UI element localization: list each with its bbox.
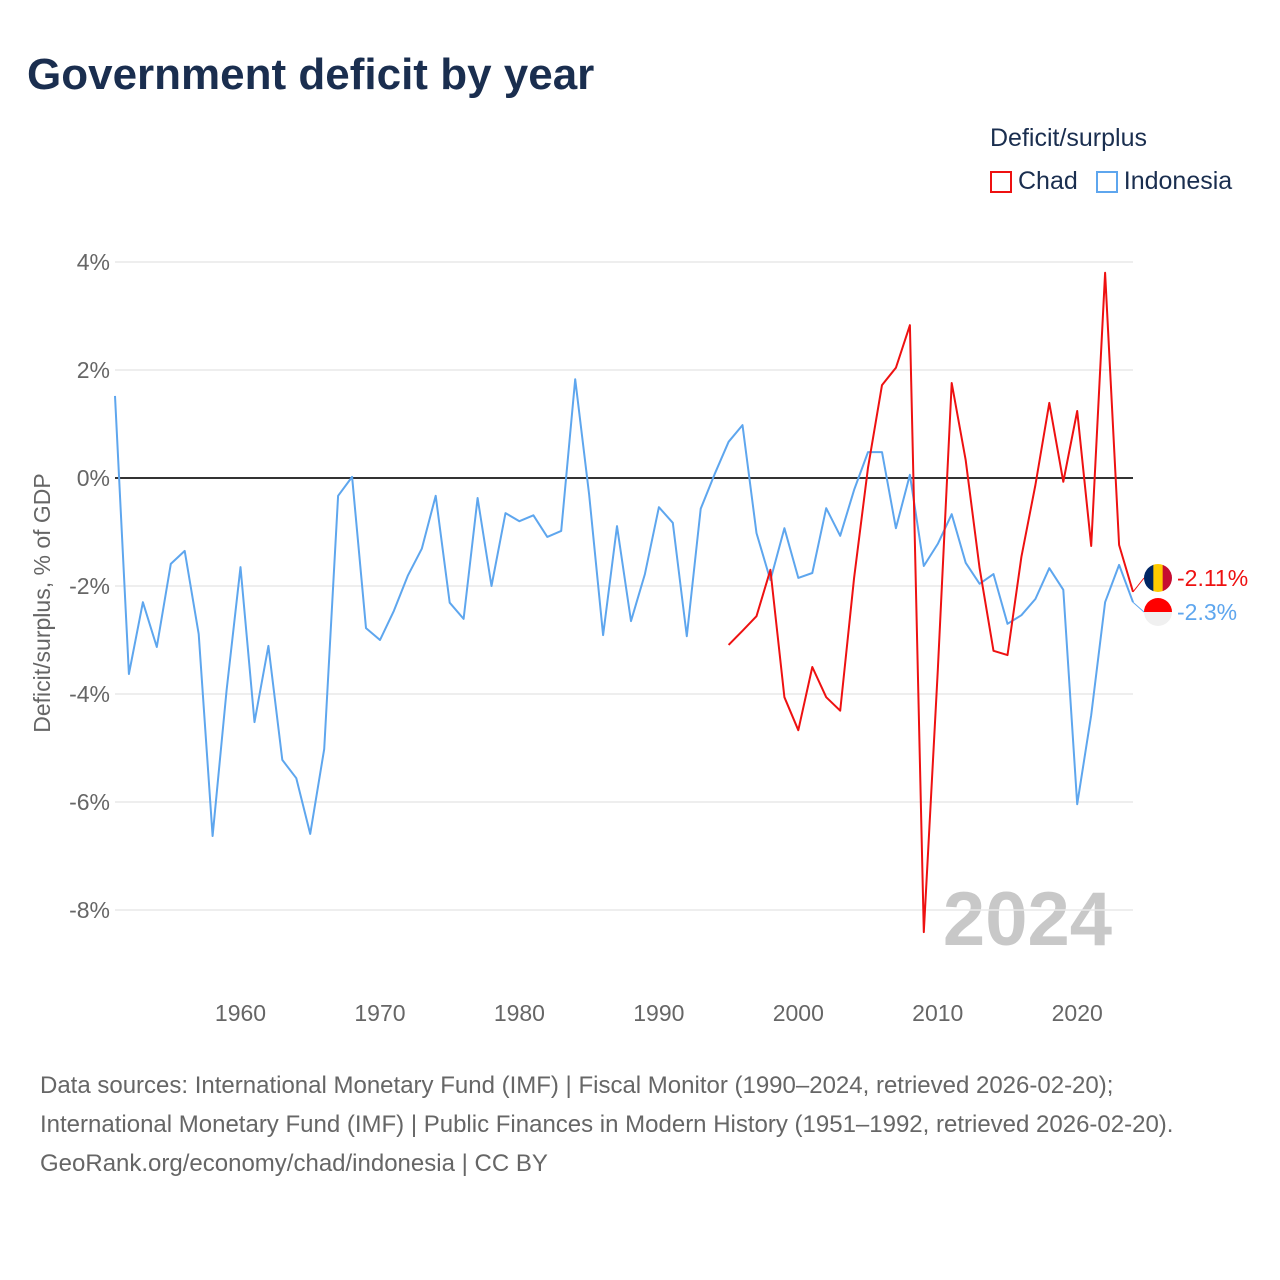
legend-label: Indonesia	[1123, 167, 1233, 195]
legend-swatch	[1095, 170, 1118, 193]
legend-label: Chad	[1018, 167, 1078, 195]
indonesia-flag-icon	[1144, 598, 1172, 626]
year-watermark: 2024	[943, 877, 1112, 962]
x-tick-label: 2010	[912, 1000, 963, 1026]
y-tick-label: -8%	[69, 897, 110, 923]
legend-item-chad[interactable]: Chad	[990, 167, 1078, 196]
data-sources: Data sources: International Monetary Fun…	[40, 1072, 1174, 1138]
page-title: Government deficit by year	[27, 50, 595, 99]
x-tick-label: 1990	[633, 1000, 684, 1026]
y-tick-label: -6%	[69, 789, 110, 815]
footer: Data sources: International Monetary Fun…	[40, 1066, 1240, 1183]
legend-swatch	[990, 170, 1012, 193]
y-tick-label: -4%	[69, 681, 110, 707]
end-label-indonesia: -2.3%	[1177, 599, 1237, 625]
x-tick-label: 2020	[1052, 1000, 1103, 1026]
credit: GeoRank.org/economy/chad/indonesia | CC …	[40, 1150, 548, 1177]
y-tick-label: -2%	[69, 573, 110, 599]
x-tick-label: 2000	[773, 1000, 824, 1026]
chad-flag-icon	[1144, 564, 1172, 592]
legend-title: Deficit/surplus	[990, 124, 1147, 152]
x-tick-label: 1980	[494, 1000, 545, 1026]
x-tick-label: 1970	[354, 1000, 405, 1026]
y-tick-label: 4%	[77, 249, 110, 275]
end-label-chad: -2.11%	[1177, 565, 1248, 591]
y-axis-label: Deficit/surplus, % of GDP	[29, 473, 55, 732]
end-connector	[1132, 601, 1145, 613]
series-line-indonesia	[114, 378, 1134, 837]
y-tick-label: 2%	[77, 357, 110, 383]
end-connector	[1132, 577, 1145, 593]
x-tick-label: 1960	[215, 1000, 266, 1026]
line-chart: 2024 4% 2% 0% -2% -4% -6% -8% 1960 1970 1980 1990 20…	[29, 249, 1248, 1026]
series-line-chad	[727, 271, 1134, 934]
y-tick-label: 0%	[77, 465, 110, 491]
legend-item-indonesia[interactable]: Indonesia	[1095, 167, 1233, 196]
legend: Deficit/surplus Chad Indonesia	[990, 124, 1232, 196]
